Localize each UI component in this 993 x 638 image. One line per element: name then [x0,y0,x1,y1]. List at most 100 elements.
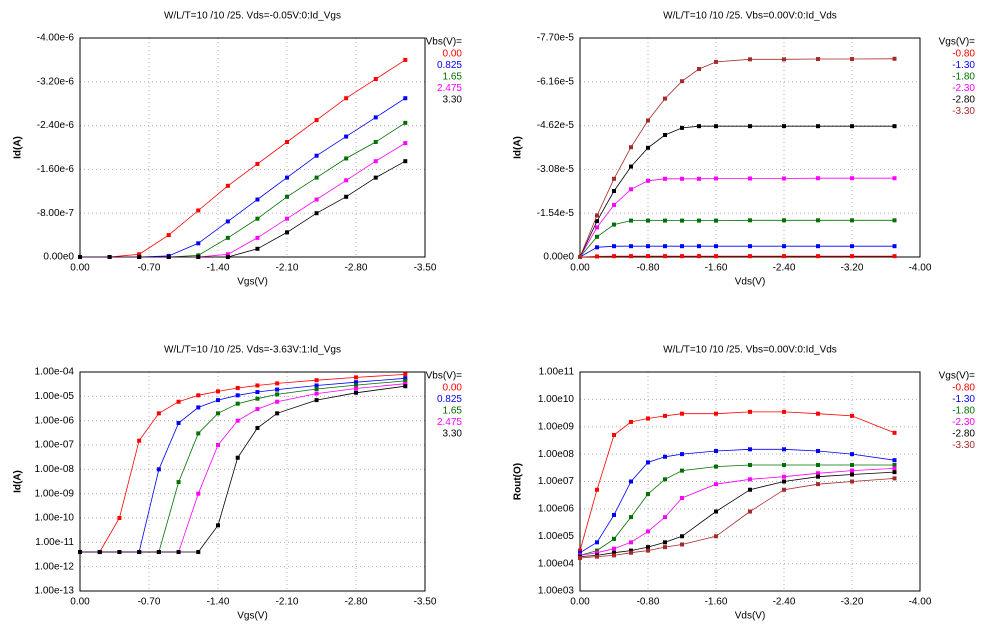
data-point [196,208,201,213]
data-point [663,413,667,418]
series-line [80,383,406,553]
legend-title: Vgs(V)= [939,37,976,48]
x-tick-label: -1.40 [207,597,230,608]
y-tick-label: -3.08e-5 [537,164,575,175]
data-point [578,255,582,259]
y-tick-label: 1.00e-04 [35,367,75,378]
data-point [595,540,599,545]
x-tick-label: -2.80 [345,263,368,274]
legend-entry: 1.65 [443,406,463,417]
data-point [850,413,854,418]
data-point [344,178,349,183]
data-point [156,467,161,472]
data-point [850,176,854,181]
data-point [166,233,171,238]
y-tick-label: 0.00e0 [543,252,574,263]
y-axis-label: Id(A) [513,136,524,159]
data-point [354,390,358,395]
data-point [196,393,201,398]
data-point [816,449,820,454]
data-point [629,164,633,169]
legend-entry: 0.825 [437,394,462,405]
data-point [782,474,786,479]
data-point [117,550,122,555]
data-point [344,96,349,101]
y-tick-label: 1.00e-07 [35,440,75,451]
data-point [255,396,260,401]
data-point [782,124,786,129]
data-point [216,398,220,403]
data-point [629,550,633,555]
data-point [629,218,633,223]
data-point [646,118,650,123]
data-point [663,540,667,545]
x-tick-label: 0.00 [570,263,590,274]
x-tick-label: -0.80 [637,597,660,608]
x-axis-label: Vgs(V) [237,277,268,288]
data-point [892,124,897,129]
y-tick-label: 0.00e0 [43,252,74,263]
data-point [255,235,260,240]
data-point [646,491,650,496]
y-tick-label: 1.00e04 [538,558,575,569]
data-point [697,124,701,129]
data-point [850,218,854,223]
data-point [697,67,701,72]
data-point [663,515,667,520]
data-point [748,218,752,223]
data-point [816,254,820,259]
data-point [403,141,408,146]
legend-entry: 0.00 [443,383,463,394]
data-point [892,56,897,61]
chart-panel: W/L/T=10 /10 /25. Vds=-0.05V:0:Id_Vgs 0.0… [13,11,463,288]
data-point [354,375,358,380]
series-line [579,125,895,258]
data-point [646,244,650,249]
legend-entry: -2.80 [952,429,975,440]
data-point [714,482,718,487]
data-point [196,550,201,555]
data-point [680,176,684,181]
data-point [892,430,897,435]
plot-frame [579,371,921,592]
y-tick-label: 1.00e05 [538,531,575,542]
x-tick-label: -4.00 [909,597,932,608]
data-point [714,411,718,416]
data-point [176,399,181,404]
data-point [285,216,289,221]
data-point [782,254,786,259]
y-tick-label: -4.62e-5 [537,120,575,131]
data-point [373,175,378,180]
chart-panel: W/L/T=10 /10 /25. Vds=-3.63V:1:Id_Vgs 0.0… [13,345,463,622]
data-point [403,376,408,381]
data-point [216,443,220,447]
data-point [225,235,230,240]
x-tick-label: -2.40 [773,597,796,608]
data-point [314,118,319,123]
data-point [255,390,260,395]
data-point [816,482,820,487]
data-point [748,509,752,514]
data-point [748,244,752,249]
data-point [314,197,319,202]
x-tick-label: 0.00 [70,263,90,274]
y-tick-label: 1.00e11 [539,367,575,378]
data-point [816,124,820,129]
data-point [225,219,230,224]
legend-entry: 2.475 [437,417,462,428]
data-point [344,194,349,199]
data-point [137,438,142,443]
data-point [748,409,752,414]
y-axis-label: Rout(O) [513,463,524,500]
x-tick-label: -1.40 [207,263,230,274]
legend-entry: 0.00 [443,49,463,60]
y-tick-label: 1.00e06 [538,504,575,515]
y-tick-label: 1.00e08 [538,449,575,460]
data-point [196,241,201,246]
data-point [892,476,897,481]
data-point [403,381,408,386]
x-tick-label: -3.50 [414,263,437,274]
data-point [850,472,854,477]
data-point [314,378,319,383]
